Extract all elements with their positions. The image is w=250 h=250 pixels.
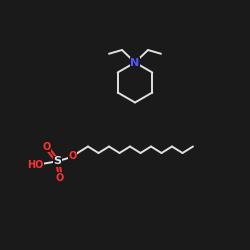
- Text: O: O: [56, 173, 64, 183]
- Text: O: O: [68, 151, 76, 161]
- Text: N: N: [130, 58, 140, 68]
- Text: O: O: [42, 142, 51, 152]
- Text: S: S: [54, 156, 62, 166]
- Text: HO: HO: [27, 160, 44, 170]
